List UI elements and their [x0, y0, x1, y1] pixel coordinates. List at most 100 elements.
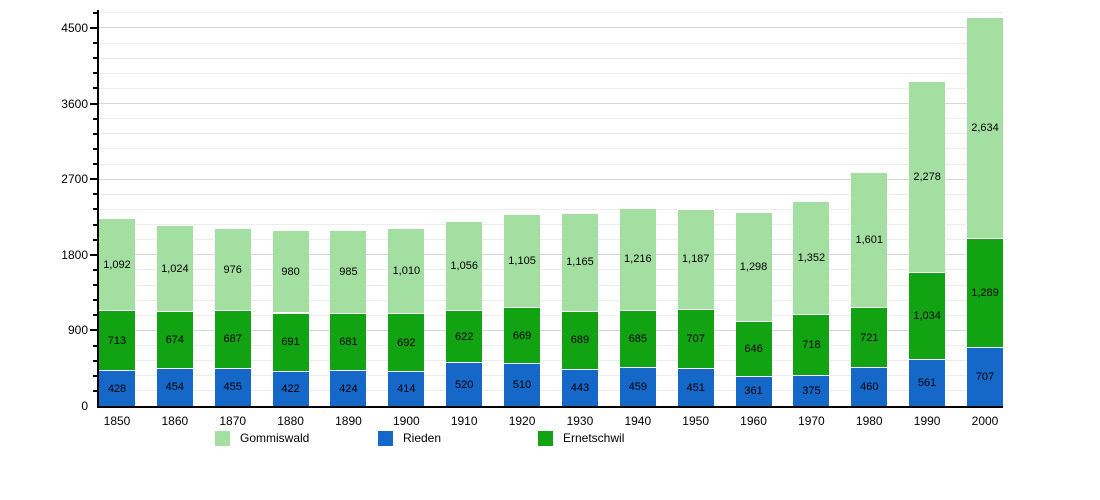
bar-value-label: 1,601	[855, 234, 884, 247]
bar-segment-ernetschwil-1890: 681	[330, 313, 367, 371]
x-axis-label-1870: 1870	[219, 414, 247, 428]
bar-value-label: 443	[570, 381, 590, 394]
bar-segment-rieden-1850: 428	[99, 370, 135, 406]
plot-area: 428 713 1,092 454 674 1,024 455 687 976 422 691 980…	[90, 10, 1003, 408]
bar-value-label: 454	[165, 381, 185, 394]
x-axis-label-2000: 2000	[971, 414, 999, 428]
bar-value-label: 375	[802, 384, 821, 397]
grid-line-minor	[99, 345, 1003, 347]
y-axis-tick	[90, 329, 97, 332]
bar-segment-ernetschwil-1970: 718	[793, 314, 830, 375]
x-axis-label-1930: 1930	[566, 414, 594, 428]
grid-line-major	[99, 27, 1003, 29]
bar-segment-gommiswald-1850: 1,092	[99, 218, 135, 311]
y-axis-label: 2700	[61, 172, 88, 187]
bar-segment-ernetschwil-1960: 646	[735, 321, 772, 376]
bar-segment-ernetschwil-1880: 691	[272, 312, 309, 371]
bar-value-label: 692	[397, 336, 416, 349]
bar-segment-gommiswald-1860: 1,024	[156, 225, 193, 312]
bar-value-label: 1,165	[566, 256, 594, 269]
grid-line-minor	[99, 284, 1003, 286]
grid-line-minor	[99, 148, 1003, 150]
grid-line-minor	[99, 163, 1003, 165]
legend-label: Gommiswald	[240, 430, 310, 445]
bar-value-label: 976	[223, 263, 242, 276]
bar-segment-rieden-1880: 422	[272, 370, 309, 406]
grid-line-minor	[99, 12, 1003, 14]
bar-value-label: 361	[744, 385, 763, 398]
bar-segment-gommiswald-1950: 1,187	[677, 208, 714, 309]
y-axis-tick	[90, 26, 97, 29]
bar-value-label: 669	[512, 329, 532, 342]
bar-segment-rieden-1900: 414	[388, 371, 425, 406]
bar-value-label: 1,352	[797, 251, 826, 264]
bar-value-label: 1,187	[681, 253, 710, 266]
bar-value-label: 424	[339, 382, 358, 395]
x-axis-label-1970: 1970	[798, 414, 825, 428]
x-axis-label-1920: 1920	[508, 414, 536, 428]
y-axis-tick	[93, 11, 97, 14]
bar-segment-gommiswald-1980: 1,601	[851, 172, 888, 307]
bar-value-label: 1,105	[508, 255, 536, 268]
grid-line-major	[99, 329, 1003, 331]
bar-value-label: 718	[802, 338, 821, 351]
bar-value-label: 510	[512, 379, 532, 392]
grid-line-minor	[99, 208, 1003, 210]
y-axis-tick	[93, 238, 97, 241]
legend-swatch-gommiswald	[215, 430, 230, 446]
bar-value-label: 1,092	[103, 258, 131, 271]
y-axis-tick	[90, 253, 97, 256]
grid-line-minor	[99, 390, 1003, 392]
bar-segment-gommiswald-1990: 2,278	[909, 80, 946, 272]
x-axis-label-1900: 1900	[392, 414, 420, 428]
legend-item-rieden: Rieden	[378, 430, 441, 446]
bar-segment-rieden-1930: 443	[561, 368, 598, 406]
grid-line-minor	[99, 193, 1003, 195]
bar-segment-rieden-1950: 451	[677, 368, 714, 406]
y-axis-tick	[93, 299, 97, 302]
bar-segment-rieden-1910: 520	[446, 362, 483, 406]
legend-label: Rieden	[403, 430, 442, 445]
y-axis-tick	[93, 87, 97, 90]
bar-value-label: 422	[281, 382, 300, 395]
bar-value-label: 707	[975, 370, 995, 383]
bar-value-label: 674	[165, 334, 185, 347]
bar-segment-ernetschwil-1870: 687	[214, 310, 251, 368]
grid-line-minor	[99, 72, 1003, 74]
grid-line-minor	[99, 299, 1003, 301]
legend-swatch-rieden	[378, 430, 393, 446]
bar-segment-gommiswald-1940: 1,216	[619, 207, 656, 310]
bar-segment-gommiswald-1920: 1,105	[504, 214, 541, 307]
bar-value-label: 1,024	[161, 262, 189, 275]
y-axis-tick	[90, 178, 97, 181]
bar-value-label: 713	[107, 334, 127, 347]
bar-value-label: 455	[223, 381, 242, 394]
x-axis-label-1850: 1850	[103, 414, 131, 428]
y-axis-label: 900	[67, 323, 88, 338]
bar-value-label: 685	[628, 333, 647, 346]
bar-segment-rieden-1960: 361	[735, 375, 772, 406]
y-axis-label: 1800	[61, 247, 88, 262]
bar-segment-gommiswald-1890: 985	[330, 230, 367, 314]
y-axis-tick	[93, 147, 97, 150]
bar-value-label: 460	[860, 381, 879, 394]
bar-value-label: 414	[397, 383, 416, 396]
x-axis-label-1960: 1960	[740, 414, 767, 428]
bar-segment-ernetschwil-1950: 707	[677, 308, 714, 369]
y-axis-tick	[93, 208, 97, 211]
grid-line-minor	[99, 375, 1003, 377]
x-axis-label-1950: 1950	[682, 414, 709, 428]
bar-segment-ernetschwil-1980: 721	[851, 306, 888, 368]
grid-line-minor	[99, 42, 1003, 44]
bar-value-label: 707	[686, 332, 705, 345]
grid-line-minor	[99, 133, 1003, 135]
bar-segment-rieden-1970: 375	[793, 374, 830, 406]
bar-value-label: 520	[455, 378, 474, 391]
y-axis-tick	[93, 132, 97, 135]
y-axis-tick	[93, 389, 97, 392]
bar-segment-rieden-1990: 561	[909, 358, 946, 406]
y-axis-tick	[93, 163, 97, 166]
bar-segment-ernetschwil-1860: 674	[156, 311, 193, 368]
bar-value-label: 1,010	[392, 265, 421, 278]
